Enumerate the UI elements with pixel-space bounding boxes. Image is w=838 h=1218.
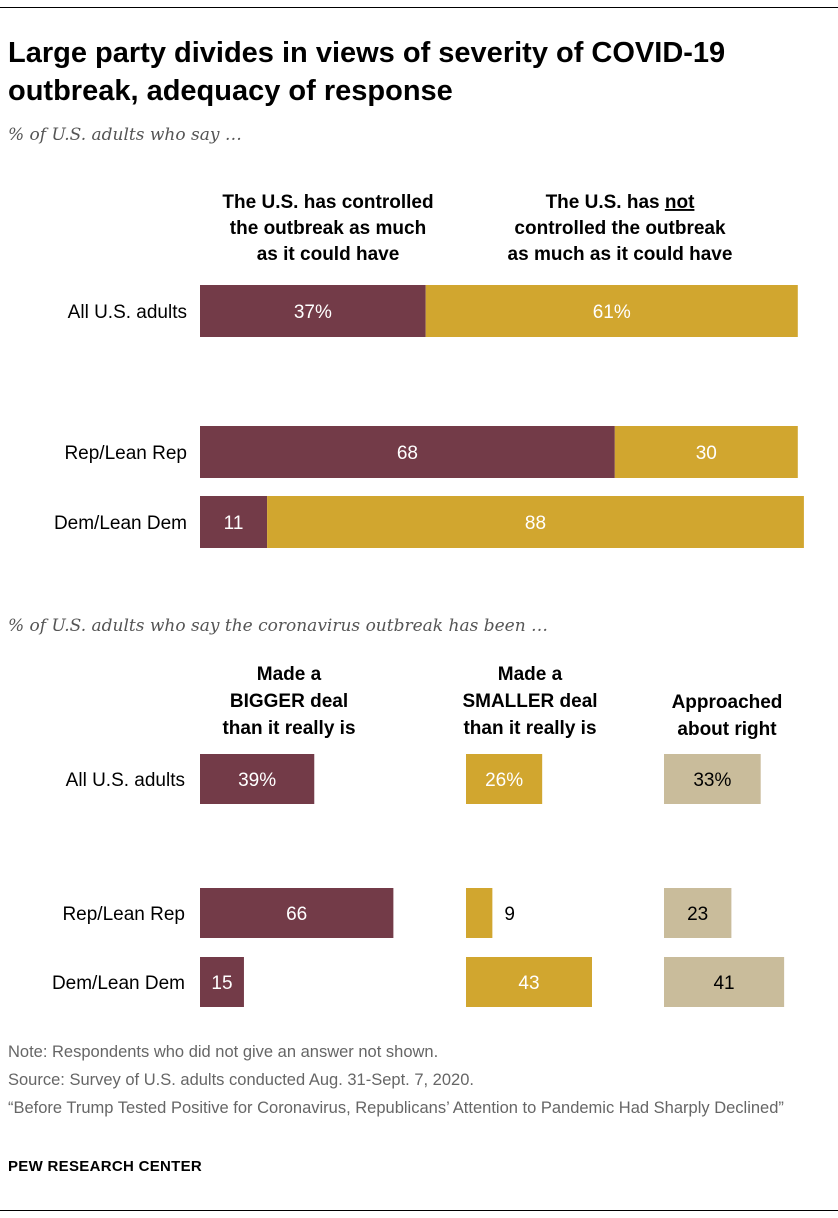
chart2-header-smaller: Made a [498,664,563,685]
chart1-category-label: All U.S. adults [68,302,187,323]
pew-research-center-logo-text: PEW RESEARCH CENTER [8,1158,203,1175]
chart1-header-controlled: the outbreak as much [230,218,426,239]
chart2-bar-bigger [200,957,244,1007]
chart1-bar-not-controlled [267,496,804,548]
chart2-value-label-bigger: 39% [238,770,276,791]
bottom-rule [0,1210,838,1211]
chart2-header-smaller: SMALLER deal [462,691,597,712]
chart1-header-not-controlled: as much as it could have [508,244,733,265]
chart1-bar-controlled [200,285,426,337]
chart2-value-label-about-right: 23 [687,904,708,925]
chart2-category-label: Dem/Lean Dem [52,973,185,994]
chart1-value-label-not-controlled: 61% [593,302,631,323]
note-text: Note: Respondents who did not give an an… [8,1043,439,1061]
chart1-category-label: Dem/Lean Dem [54,513,187,534]
chart2-bar-smaller [466,957,592,1007]
chart1-value-label-controlled: 68 [397,443,418,464]
chart2-header-bigger: than it really is [222,718,355,739]
chart1-value-label-controlled: 11 [224,513,244,534]
chart2-bar-bigger [200,754,315,804]
chart2-header-smaller: than it really is [463,718,596,739]
chart2-header-bigger: BIGGER deal [230,691,348,712]
source-text: Source: Survey of U.S. adults conducted … [8,1071,474,1089]
bar-charts: The U.S. has controlled the outbreak as m… [52,192,804,1007]
chart2-bar-about-right [664,957,785,1007]
chart2-value-label-bigger: 66 [286,904,307,925]
chart1-bar-not-controlled [425,285,798,337]
chart2-bar-about-right [664,888,732,938]
chart2-category-label: All U.S. adults [66,770,185,791]
chart2-header-about-right: about right [677,719,777,740]
chart1-header-controlled: The U.S. has controlled [222,192,433,213]
top-rule [0,7,838,8]
chart2-header-bigger: Made a [257,664,322,685]
chart2-value-label-smaller: 43 [518,973,539,994]
chart2-value-label-bigger: 15 [211,973,232,994]
chart1-bar-not-controlled [614,426,798,478]
chart2-bar-bigger [200,888,394,938]
chart2-value-label-smaller: 9 [504,904,515,925]
chart1-header-not-controlled: controlled the outbreak [514,218,726,239]
chart2-value-label-about-right: 33% [693,770,731,791]
chart1-subtitle: % of U.S. adults who say … [8,125,242,145]
chart1-header-controlled: as it could have [257,244,400,265]
chart2-value-label-smaller: 26% [485,770,523,791]
chart2-header-about-right: Approached [672,692,783,713]
chart1-value-label-controlled: 37% [294,302,332,323]
chart-title: Large party divides in views of severity… [8,37,726,107]
chart1-header-not-controlled: The U.S. has not [546,192,696,213]
chart2-category-label: Rep/Lean Rep [62,904,185,925]
chart1-bar-controlled [200,426,615,478]
chart1-bar-controlled [200,496,268,548]
chart2-bar-smaller [466,754,543,804]
chart1-value-label-not-controlled: 30 [696,443,717,464]
chart1-value-label-not-controlled: 88 [525,513,546,534]
report-citation: “Before Trump Tested Positive for Corona… [8,1099,784,1117]
chart2-bar-about-right [664,754,761,804]
chart2-value-label-about-right: 41 [713,973,734,994]
chart2-bar-smaller [466,888,493,938]
chart2-subtitle: % of U.S. adults who say the coronavirus… [8,616,549,636]
chart1-category-label: Rep/Lean Rep [64,443,187,464]
